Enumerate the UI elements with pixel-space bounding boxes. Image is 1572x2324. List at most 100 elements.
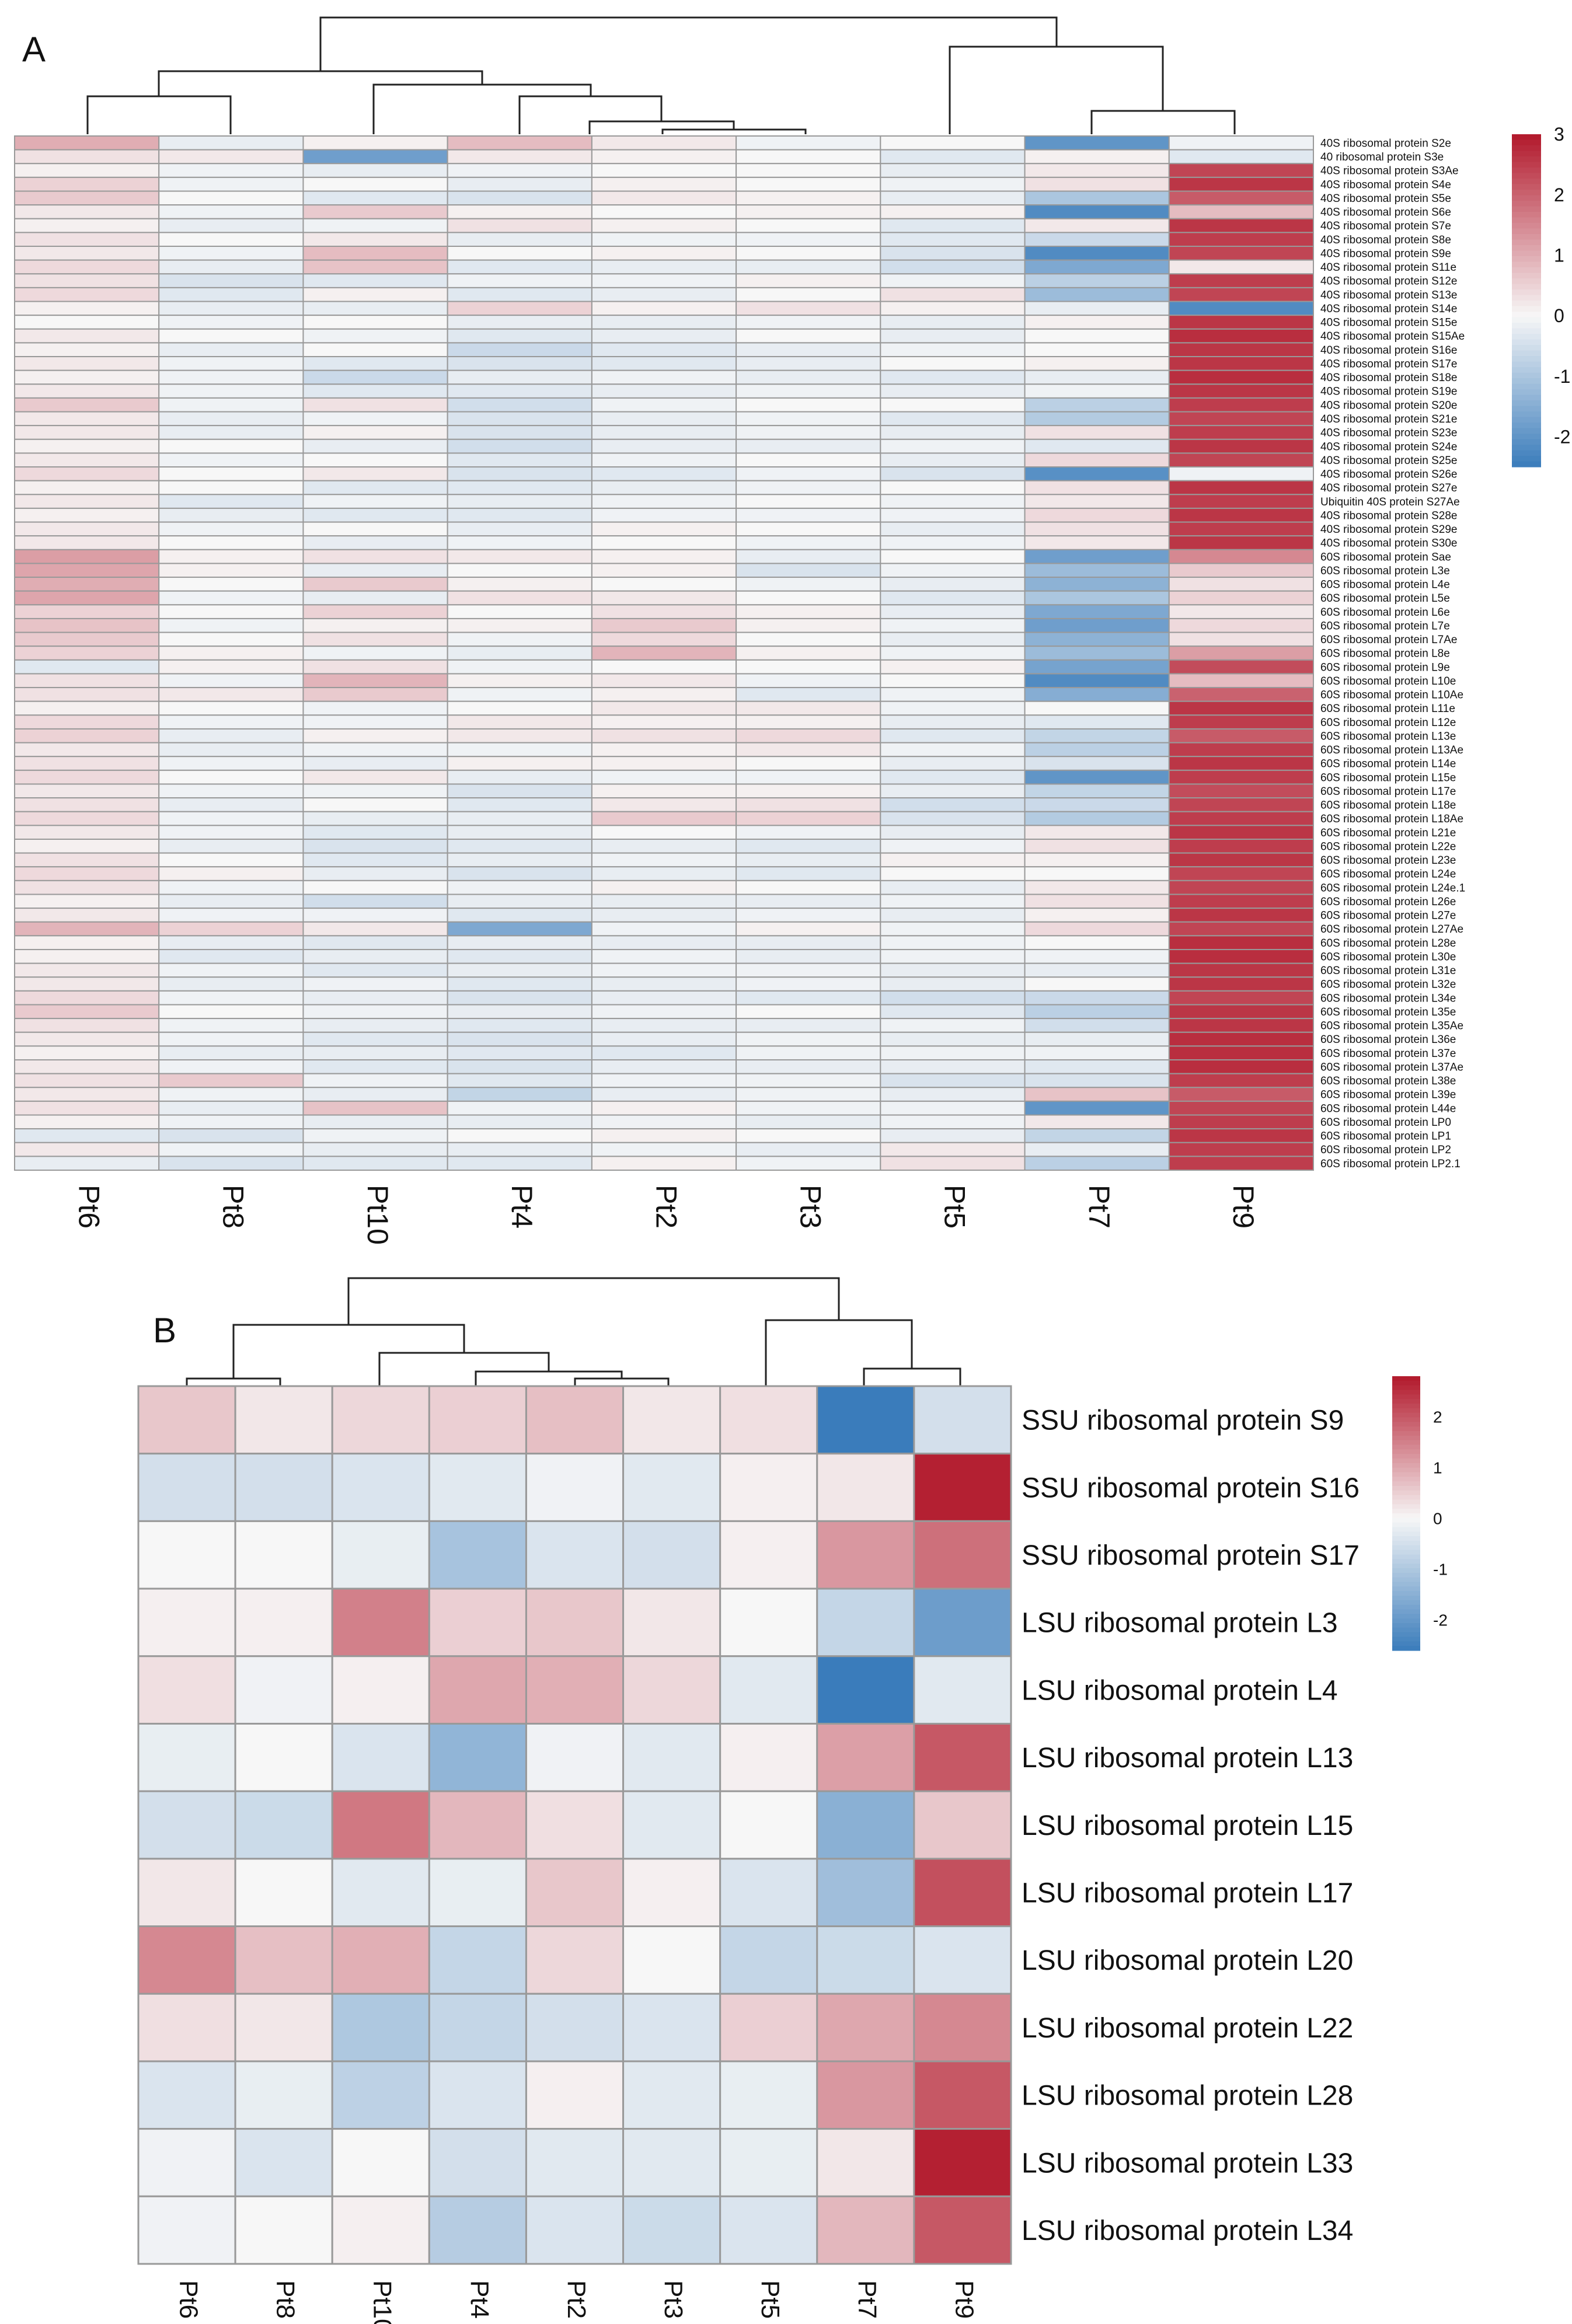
heatmap-cell xyxy=(880,1059,1026,1074)
heatmap-cell xyxy=(719,1722,818,1792)
heatmap-cell xyxy=(158,383,304,399)
heatmap-cell xyxy=(302,756,448,771)
heatmap-cell xyxy=(591,811,737,826)
heatmap-cell xyxy=(591,948,737,964)
legend-swatch xyxy=(1392,1458,1420,1464)
heatmap-cell xyxy=(14,356,160,371)
row-label: 60S ribosomal protein L8e xyxy=(1320,648,1450,660)
heatmap-cell xyxy=(1168,769,1315,785)
heatmap-cell xyxy=(14,466,160,481)
legend-swatch xyxy=(1512,361,1541,368)
heatmap-cell xyxy=(719,1385,818,1455)
heatmap-cell xyxy=(158,783,304,799)
legend-swatch xyxy=(1392,1454,1420,1459)
legend-swatch xyxy=(1512,456,1541,462)
heatmap-cell xyxy=(1168,452,1315,468)
heatmap-cell xyxy=(158,466,304,481)
legend-swatch xyxy=(1512,234,1541,240)
heatmap-cell xyxy=(14,301,160,316)
heatmap-cell xyxy=(1024,1128,1170,1143)
heatmap-cell xyxy=(880,700,1026,716)
legend-swatch xyxy=(1512,168,1541,174)
row-label: 60S ribosomal protein L15e xyxy=(1320,772,1456,784)
heatmap-cell xyxy=(331,2060,430,2130)
row-label: 60S ribosomal protein L34e xyxy=(1320,992,1456,1004)
heatmap-cell xyxy=(447,921,592,937)
heatmap-cell xyxy=(525,1790,625,1860)
legend-swatch xyxy=(1512,139,1541,146)
heatmap-cell xyxy=(880,535,1026,550)
heatmap-cell xyxy=(622,1453,721,1522)
heatmap-cell xyxy=(158,948,304,964)
heatmap-cell xyxy=(736,590,881,606)
heatmap-cell xyxy=(591,246,737,261)
heatmap-cell xyxy=(302,852,448,868)
row-label: 40S ribosomal protein S12e xyxy=(1320,275,1457,288)
heatmap-cell xyxy=(447,301,592,316)
heatmap-cell xyxy=(302,617,448,633)
heatmap-cell xyxy=(880,1128,1026,1143)
heatmap-cell xyxy=(1168,232,1315,247)
heatmap-cell xyxy=(913,1790,1012,1860)
heatmap-cell xyxy=(1024,466,1170,481)
legend-swatch xyxy=(1392,1440,1420,1446)
heatmap-cell xyxy=(158,273,304,288)
heatmap-cell xyxy=(1168,190,1315,206)
heatmap-cell xyxy=(880,149,1026,165)
heatmap-cell xyxy=(1168,604,1315,619)
heatmap-cell xyxy=(736,990,881,1006)
heatmap-cell xyxy=(525,2128,625,2197)
heatmap-cell xyxy=(736,838,881,854)
heatmap-cell xyxy=(1168,756,1315,771)
heatmap-cell xyxy=(816,1655,915,1725)
heatmap-cell xyxy=(816,1993,915,2063)
heatmap-cell xyxy=(880,935,1026,950)
heatmap-cell xyxy=(736,714,881,730)
heatmap-cell xyxy=(591,438,737,454)
heatmap-cell xyxy=(137,1722,236,1792)
heatmap-cell xyxy=(880,631,1026,647)
panel-a-label: A xyxy=(22,30,46,69)
column-label: Pt6 xyxy=(174,2280,203,2319)
heatmap-cell xyxy=(591,866,737,881)
heatmap-cell xyxy=(14,287,160,302)
heatmap-cell xyxy=(14,825,160,840)
legend-swatch xyxy=(1392,1623,1420,1628)
legend-swatch xyxy=(1392,1472,1420,1477)
heatmap-cell xyxy=(447,756,592,771)
column-label: Pt3 xyxy=(659,2280,688,2319)
heatmap-cell xyxy=(525,1520,625,1590)
heatmap-cell xyxy=(447,577,592,592)
heatmap-cell xyxy=(158,369,304,385)
heatmap-cell xyxy=(880,962,1026,978)
heatmap-cell xyxy=(1024,1073,1170,1088)
legend-swatch xyxy=(1512,162,1541,168)
heatmap-cell xyxy=(302,990,448,1006)
heatmap-cell xyxy=(736,507,881,523)
heatmap-cell xyxy=(158,232,304,247)
heatmap-cell xyxy=(880,921,1026,937)
heatmap-cell xyxy=(14,990,160,1006)
row-label: 60S ribosomal protein L17e xyxy=(1320,786,1456,798)
heatmap-cell xyxy=(14,328,160,344)
heatmap-cell xyxy=(158,480,304,495)
legend-swatch xyxy=(1392,1408,1420,1414)
heatmap-cell xyxy=(591,728,737,744)
heatmap-cell xyxy=(880,866,1026,881)
legend-swatch xyxy=(1392,1572,1420,1578)
heatmap-cell xyxy=(525,1385,625,1455)
legend-swatch xyxy=(1392,1618,1420,1624)
heatmap-cell xyxy=(1024,921,1170,937)
legend-swatch xyxy=(1512,256,1541,263)
heatmap-cell xyxy=(622,2060,721,2130)
heatmap-cell xyxy=(736,163,881,178)
heatmap-cell xyxy=(816,2128,915,2197)
row-label: 40S ribosomal protein S27e xyxy=(1320,482,1457,494)
heatmap-cell xyxy=(158,1114,304,1130)
row-label: 60S ribosomal protein L24e.1 xyxy=(1320,882,1465,894)
row-label: 60S ribosomal protein L27Ae xyxy=(1320,923,1463,936)
heatmap-cell xyxy=(447,908,592,923)
legend-swatch xyxy=(1512,317,1541,323)
heatmap-cell xyxy=(736,232,881,247)
heatmap-cell xyxy=(447,342,592,358)
